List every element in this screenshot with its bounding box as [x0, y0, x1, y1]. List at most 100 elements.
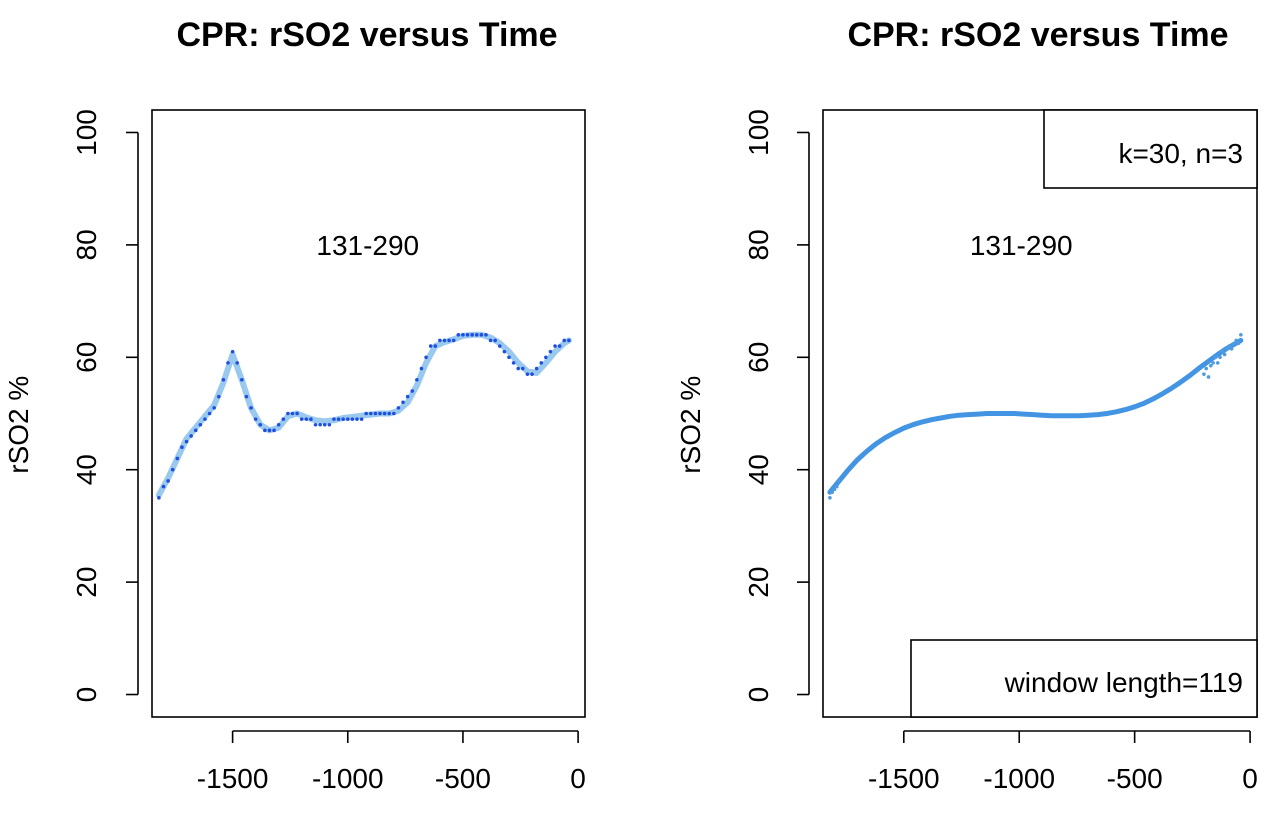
data-point	[373, 411, 378, 416]
data-point	[369, 411, 373, 416]
data-point	[1215, 361, 1220, 365]
data-point	[240, 377, 244, 382]
annotation-label: 131-290	[316, 230, 419, 261]
x-tick-label: -1500	[868, 763, 940, 794]
data-point	[830, 490, 835, 494]
data-point	[442, 338, 447, 343]
y-tick-label: 0	[743, 687, 774, 703]
data-point	[1204, 366, 1209, 371]
data-point	[567, 338, 571, 343]
data-point	[1222, 352, 1227, 357]
data-point	[479, 333, 484, 337]
y-axis-label: rSO2 %	[3, 376, 34, 474]
data-point	[1220, 349, 1225, 354]
data-point	[203, 417, 207, 421]
data-point	[350, 417, 355, 421]
data-point	[835, 484, 839, 489]
data-point	[1218, 355, 1222, 360]
data-point	[1227, 344, 1232, 348]
data-point	[410, 389, 415, 393]
data-point	[828, 496, 832, 500]
data-point	[309, 417, 313, 421]
data-point	[378, 411, 382, 416]
y-tick-label: 80	[743, 229, 774, 260]
data-point	[198, 422, 203, 427]
chart-panel-1: CPR: rSO2 versus Time -1500 -1000 -500 0 0 20 4…	[3, 16, 586, 794]
data-point	[447, 338, 451, 343]
y-tick-label: 20	[71, 567, 102, 598]
data-point	[544, 355, 548, 360]
data-point	[258, 422, 263, 427]
y-axis-label: rSO2 %	[675, 376, 706, 474]
data-point	[1234, 338, 1239, 343]
data-point	[327, 422, 332, 427]
data-point	[253, 417, 258, 421]
data-point	[299, 417, 304, 421]
data-point	[1202, 372, 1206, 376]
legend-box	[1043, 109, 1258, 189]
x-tick-label: -1000	[983, 763, 1055, 794]
data-point	[184, 439, 189, 444]
plot-frame	[151, 109, 586, 718]
data-point	[419, 366, 424, 371]
data-point	[249, 406, 253, 410]
data-point	[474, 333, 479, 337]
data-point	[428, 344, 433, 348]
data-point	[382, 411, 387, 416]
data-point	[516, 366, 521, 371]
data-point	[207, 411, 212, 416]
data-point	[521, 366, 525, 371]
data-point	[1211, 361, 1215, 365]
data-point	[387, 411, 392, 416]
x-tick-label: -1500	[197, 763, 269, 794]
data-point	[364, 411, 368, 416]
data-point	[401, 400, 405, 405]
data-point	[405, 394, 410, 399]
y-tick-label: 40	[71, 454, 102, 485]
data-point	[180, 445, 184, 450]
data-point	[193, 428, 198, 433]
data-point	[276, 422, 281, 427]
legend-text: window length=119	[1004, 667, 1243, 698]
data-point	[832, 487, 837, 492]
data-point	[216, 394, 221, 399]
data-point	[336, 417, 341, 421]
data-point	[235, 361, 240, 365]
chart-panel-2: CPR: rSO2 versus Time -1500 -1000 -500 0 0 20 4…	[675, 16, 1258, 794]
data-point	[166, 479, 170, 483]
data-point	[511, 361, 516, 365]
smooth-curve	[155, 331, 572, 498]
data-point	[484, 333, 488, 337]
x-tick-label: -1000	[312, 763, 384, 794]
chart-title: CPR: rSO2 versus Time	[847, 16, 1228, 54]
data-point	[170, 467, 175, 472]
data-point	[534, 366, 539, 371]
data-point	[392, 411, 396, 416]
data-point	[1236, 341, 1241, 346]
data-point	[424, 355, 428, 360]
data-point	[318, 422, 322, 427]
data-point	[175, 456, 180, 461]
data-point	[313, 422, 318, 427]
data-point	[415, 377, 419, 382]
data-point	[226, 361, 230, 365]
legend-box	[910, 639, 1258, 718]
data-point	[341, 417, 345, 421]
y-tick-label: 60	[71, 342, 102, 373]
data-point	[281, 417, 286, 421]
data-point	[230, 349, 235, 354]
data-point	[345, 417, 350, 421]
data-point	[456, 333, 461, 337]
data-point	[548, 349, 553, 354]
data-point	[438, 338, 442, 343]
data-point	[557, 344, 562, 348]
y-tick-label: 100	[743, 109, 774, 156]
data-point	[359, 417, 364, 421]
data-point	[221, 377, 226, 382]
data-point	[433, 344, 438, 348]
y-tick-label: 100	[71, 109, 102, 156]
y-tick-label: 80	[71, 229, 102, 260]
annotation-label: 131-290	[970, 230, 1073, 261]
